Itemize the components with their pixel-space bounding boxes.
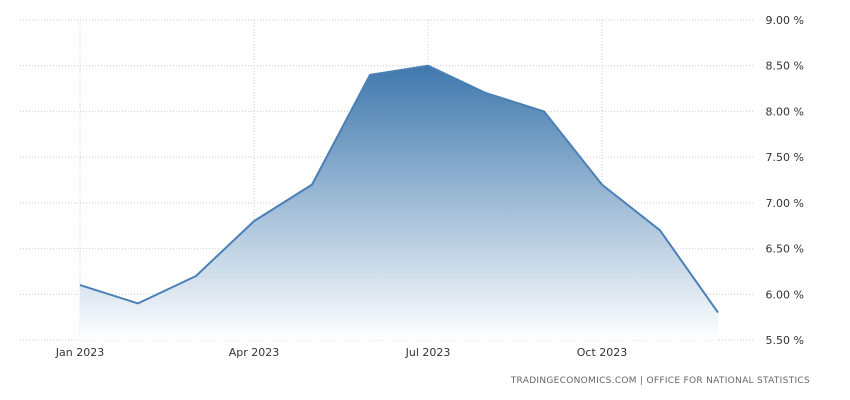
y-tick-label: 9.00 %	[766, 14, 804, 27]
y-tick-label: 6.00 %	[766, 288, 804, 301]
y-tick-label: 7.00 %	[766, 197, 804, 210]
data-point	[311, 183, 314, 186]
y-tick-label: 7.50 %	[766, 151, 804, 164]
data-point	[79, 284, 82, 287]
series-line	[79, 64, 719, 314]
data-point	[369, 73, 372, 76]
y-tick-label: 5.50 %	[766, 334, 804, 347]
x-axis-ticks: Jan 2023 Apr 2023 Jul 2023 Oct 2023	[55, 346, 627, 359]
x-tick-label: Oct 2023	[577, 346, 628, 359]
data-point	[543, 110, 546, 113]
data-point	[485, 92, 488, 95]
data-point	[717, 311, 720, 314]
data-point	[659, 229, 662, 232]
data-point	[601, 183, 604, 186]
data-point	[195, 275, 198, 278]
y-tick-label: 6.50 %	[766, 243, 804, 256]
x-tick-label: Jan 2023	[55, 346, 104, 359]
data-point	[137, 302, 140, 305]
y-tick-label: 8.50 %	[766, 60, 804, 73]
data-point	[253, 220, 256, 223]
x-tick-label: Jul 2023	[405, 346, 451, 359]
x-tick-label: Apr 2023	[229, 346, 280, 359]
area-fill	[80, 65, 718, 340]
data-point	[427, 64, 430, 67]
source-attribution: TRADINGECONOMICS.COM | OFFICE FOR NATION…	[510, 376, 810, 386]
y-tick-label: 8.00 %	[766, 105, 804, 118]
y-axis-ticks: 9.00 % 8.50 % 8.00 % 7.50 % 7.00 % 6.50 % 6.00…	[766, 14, 804, 347]
